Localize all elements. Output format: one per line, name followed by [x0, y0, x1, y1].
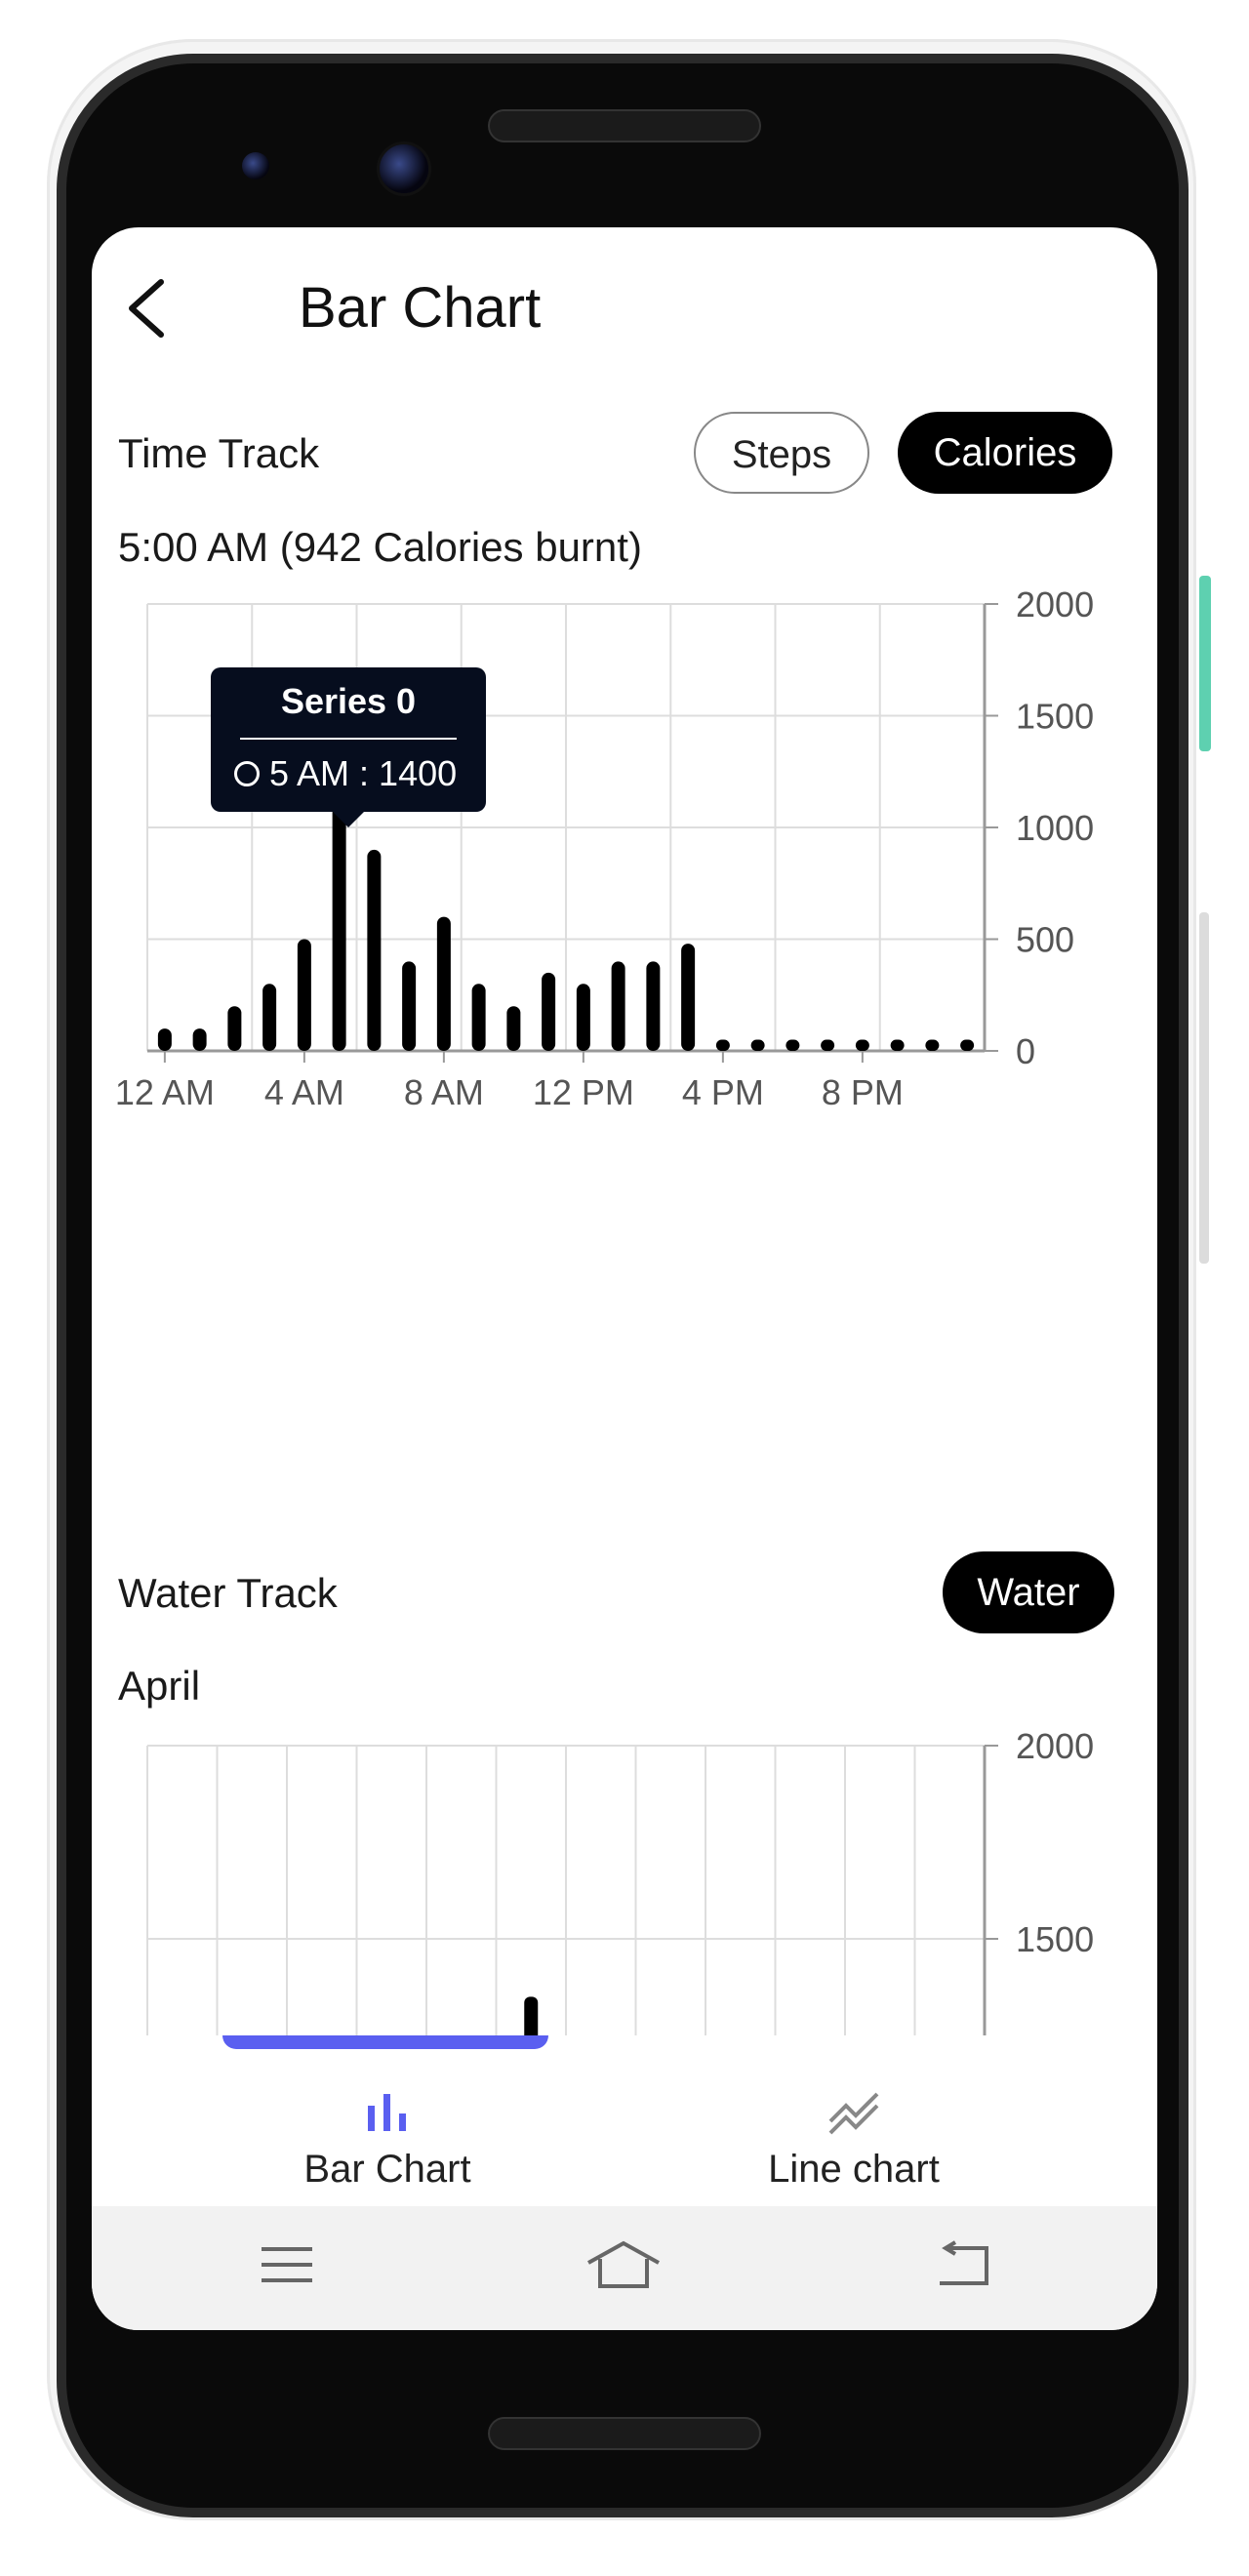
app-screen: Bar Chart Time Track Steps Calories 5:00…	[92, 227, 1157, 2330]
bar-6-pm[interactable]	[786, 1039, 800, 1051]
tab-bar-chart-label: Bar Chart	[303, 2148, 471, 2191]
earpiece-speaker	[488, 109, 761, 142]
bar-3-pm[interactable]	[681, 944, 696, 1051]
calories-toggle-button[interactable]: Calories	[898, 412, 1112, 494]
tooltip-value-row: 5 AM : 1400	[234, 753, 457, 794]
page-title: Bar Chart	[299, 276, 542, 340]
calories-bar-chart[interactable]: 0 500 1000 1500 2000 12 AM 4 AM 8 AM 12 PM 4 PM 8 …	[92, 569, 1157, 1115]
y-tick-label: 2000	[1016, 1726, 1094, 1766]
bar-8-pm[interactable]	[855, 1039, 869, 1051]
bar-chart-icon	[368, 2094, 406, 2131]
volume-button	[1199, 912, 1209, 1264]
bar-10-am[interactable]	[506, 1006, 521, 1051]
time-track-title: Time Track	[118, 430, 320, 476]
home-icon	[587, 2240, 660, 2288]
sensor-icon	[242, 152, 269, 180]
menu-button[interactable]	[248, 2231, 326, 2299]
x-tick-label: 8 PM	[822, 1072, 904, 1112]
y-tick-label: 0	[1016, 1031, 1035, 1071]
bar-7-pm[interactable]	[821, 1039, 835, 1051]
power-button	[1199, 576, 1211, 751]
water-bar[interactable]	[524, 1996, 539, 2035]
return-icon	[940, 2240, 988, 2285]
tooltip-divider	[240, 738, 457, 740]
x-tick-label: 8 AM	[404, 1072, 484, 1112]
bottom-speaker	[488, 2417, 761, 2450]
bar-5-pm[interactable]	[750, 1039, 765, 1051]
line-chart-icon	[828, 2092, 879, 2135]
bar-11-pm[interactable]	[960, 1039, 975, 1051]
bar-4-am[interactable]	[297, 939, 311, 1052]
bar-6-am[interactable]	[367, 849, 382, 1051]
x-tick-label: 4 AM	[264, 1072, 344, 1112]
selected-point-info: 5:00 AM (942 Calories burnt)	[118, 524, 642, 570]
tooltip-value: 5 AM : 1400	[269, 753, 458, 793]
tooltip-series-name: Series 0	[280, 681, 417, 721]
bar-9-pm[interactable]	[890, 1039, 905, 1051]
water-toggle-button[interactable]: Water	[943, 1551, 1114, 1633]
bar-12-pm[interactable]	[576, 984, 590, 1051]
x-tick-label: 12 AM	[115, 1072, 215, 1112]
tab-line-chart-label: Line chart	[768, 2148, 940, 2191]
water-bar-chart[interactable]: 1500 2000	[92, 1711, 1157, 2035]
bar-2-am[interactable]	[227, 1006, 242, 1051]
chevron-left-icon	[129, 279, 164, 338]
bar-1-am[interactable]	[192, 1028, 207, 1051]
bottom-navigation: Bar Chart Line chart	[92, 2035, 1157, 2206]
water-track-title: Water Track	[118, 1570, 338, 1616]
y-tick-label: 1500	[1016, 697, 1094, 737]
x-tick-label: 4 PM	[682, 1072, 764, 1112]
bar-8-am[interactable]	[436, 916, 451, 1051]
back-button[interactable]	[111, 274, 180, 342]
tooltip-pointer	[333, 812, 364, 827]
bar-2-pm[interactable]	[646, 961, 661, 1051]
top-app-bar: Bar Chart	[92, 227, 1157, 383]
tab-line-chart[interactable]: Line chart	[587, 2035, 1120, 2206]
bar-10-pm[interactable]	[925, 1039, 940, 1051]
front-camera-icon	[377, 141, 431, 196]
menu-icon	[262, 2247, 312, 2282]
bar-12-am[interactable]	[157, 1028, 172, 1051]
home-button[interactable]	[584, 2231, 663, 2299]
x-tick-label: 12 PM	[533, 1072, 634, 1112]
bar-1-pm[interactable]	[611, 961, 625, 1051]
tab-bar-chart[interactable]: Bar Chart	[121, 2035, 654, 2206]
bar-7-am[interactable]	[402, 961, 417, 1051]
y-tick-label: 2000	[1016, 584, 1094, 624]
series-marker-icon	[234, 761, 260, 786]
water-month-label: April	[118, 1663, 201, 1709]
steps-toggle-button[interactable]: Steps	[694, 412, 869, 494]
y-tick-label: 500	[1016, 920, 1074, 960]
bar-9-am[interactable]	[471, 984, 486, 1051]
bar-3-am[interactable]	[262, 984, 277, 1051]
system-navigation-bar	[92, 2206, 1157, 2330]
bar-11-am[interactable]	[542, 972, 556, 1051]
active-tab-indicator	[222, 2035, 548, 2049]
bar-4-pm[interactable]	[715, 1039, 730, 1051]
back-system-button[interactable]	[926, 2231, 1004, 2299]
y-tick-label: 1000	[1016, 808, 1094, 848]
chart-tooltip: Series 0 5 AM : 1400	[211, 667, 486, 827]
y-tick-label: 1500	[1016, 1919, 1094, 1959]
